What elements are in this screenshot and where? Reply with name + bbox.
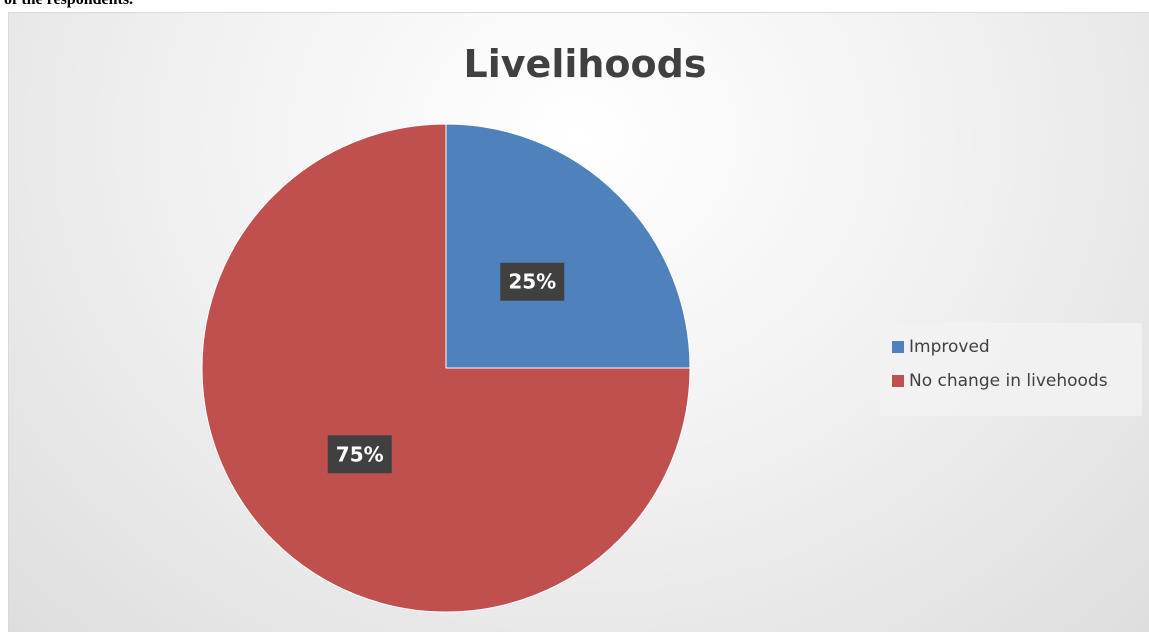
pie-chart-canvas: Livelihoods 25% 75% bbox=[201, 42, 707, 613]
data-label-text: 25% bbox=[508, 270, 556, 294]
data-label-2: 75% bbox=[327, 435, 392, 474]
legend-item-no-change: No change in livehoods bbox=[892, 371, 1142, 391]
chart-legend: Improved No change in livehoods bbox=[880, 323, 1142, 416]
legend-swatch-improved bbox=[892, 341, 904, 353]
legend-label: Improved bbox=[909, 337, 990, 357]
data-label-1: 25% bbox=[500, 262, 565, 301]
chart-title: Livelihoods bbox=[464, 42, 707, 86]
data-label-box bbox=[327, 435, 392, 474]
figure-caption: of the respondents. bbox=[4, 0, 133, 9]
pie-slice-no-change-in-livehoods bbox=[201, 123, 691, 613]
legend-label: No change in livehoods bbox=[909, 371, 1108, 391]
data-label-text: 75% bbox=[336, 442, 384, 466]
pie-chart: Livelihoods 25% 75% Improved No change in… bbox=[8, 12, 1149, 632]
legend-swatch-no-change bbox=[892, 375, 904, 387]
pie-slices bbox=[201, 123, 691, 613]
pie-slice-improved bbox=[445, 123, 691, 369]
data-label-box bbox=[500, 262, 565, 301]
pie-data-labels: 25% 75% bbox=[327, 262, 565, 474]
legend-item-improved: Improved bbox=[892, 337, 1142, 357]
